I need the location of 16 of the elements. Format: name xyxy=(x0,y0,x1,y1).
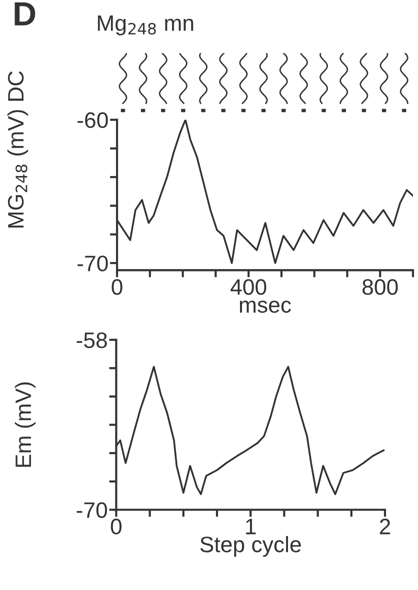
x-tick-label: 0 xyxy=(110,518,122,534)
x-tick-label: 2 xyxy=(380,518,390,534)
text: D xyxy=(14,2,36,26)
x-tick-label: 0 xyxy=(112,279,122,295)
x-tick-label: 800 xyxy=(362,279,398,295)
y-tick-label: -70 xyxy=(76,502,108,518)
chart-title: Mg$_{248}$ mn xyxy=(98,15,194,36)
x-axis-title: Step cycle xyxy=(200,536,301,557)
y-tick-label: -58 xyxy=(76,332,107,348)
y-tick-label: -60 xyxy=(78,112,108,128)
y-tick-label: -70 xyxy=(78,256,108,272)
x-tick-label: 1 xyxy=(246,518,256,534)
x-axis-title: msec xyxy=(240,300,291,313)
y-axis-title: Em (mV) xyxy=(14,382,36,467)
y-axis-title: MG$_{248}$ (mV) DC xyxy=(7,71,28,228)
x-tick-label: 400 xyxy=(230,279,266,295)
